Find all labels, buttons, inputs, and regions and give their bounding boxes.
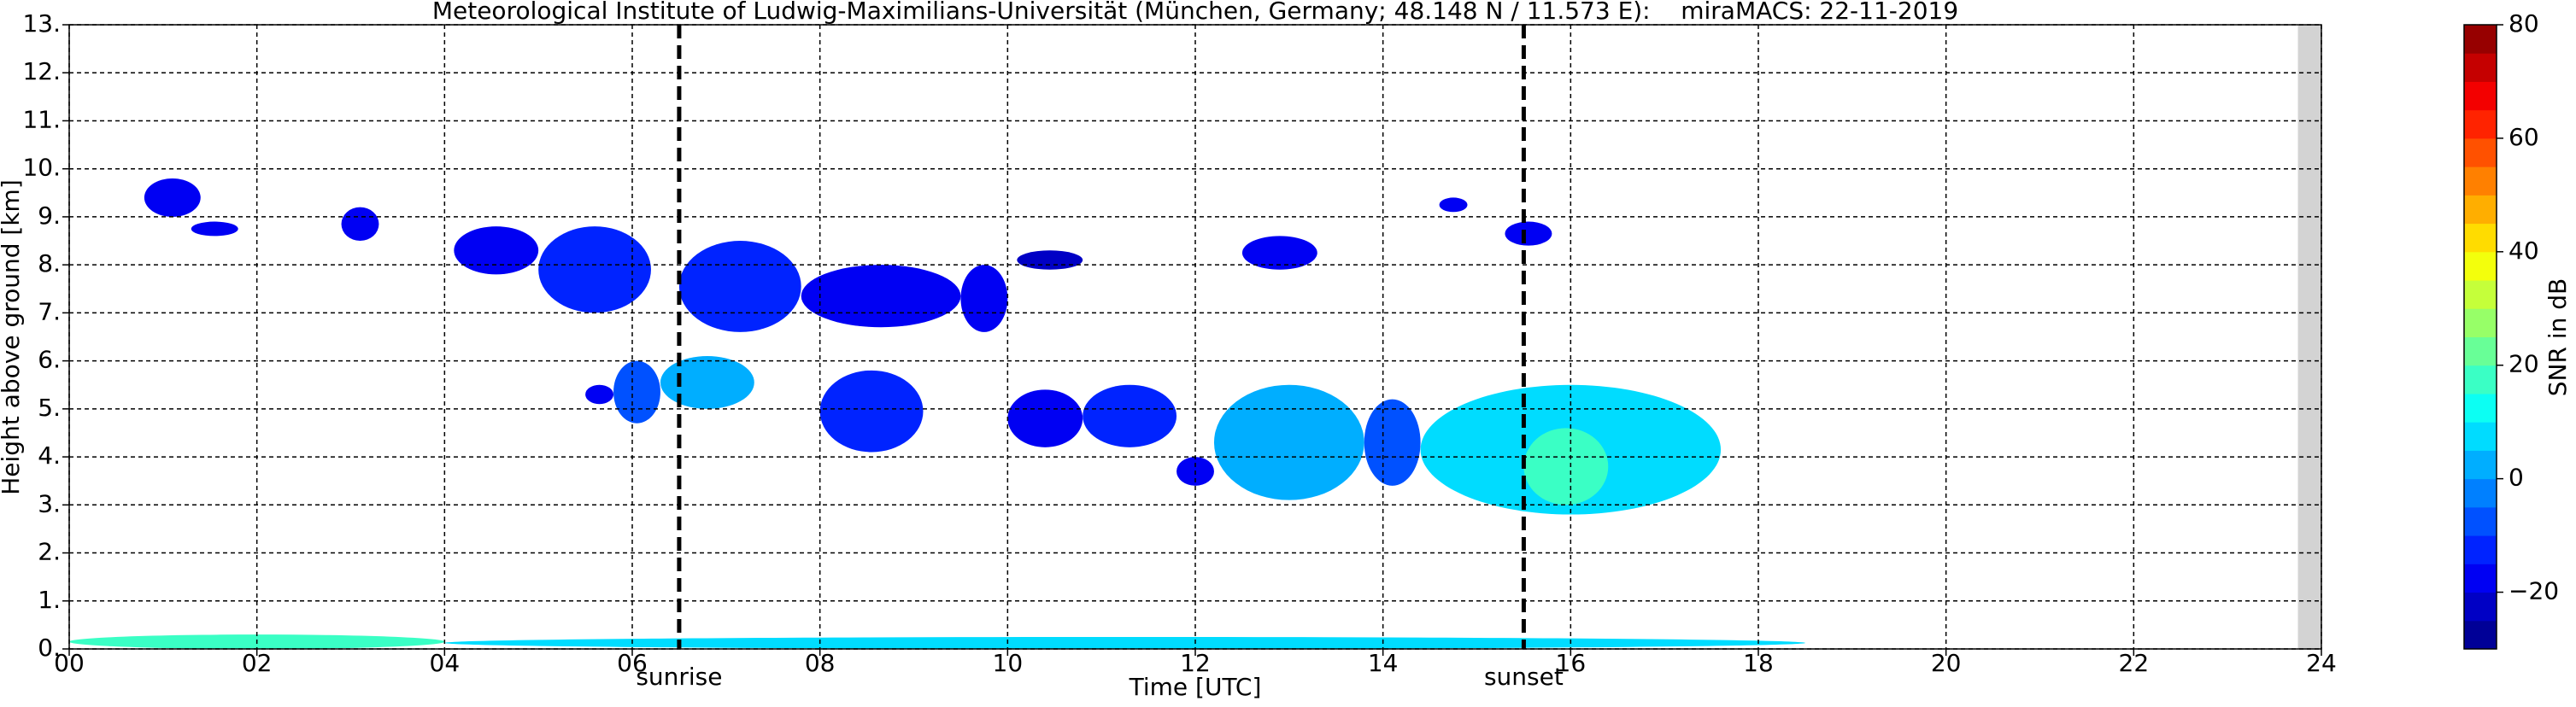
colorbar-segment <box>2464 422 2497 451</box>
x-tick-label: 06 <box>617 649 648 677</box>
echo-cell <box>1523 428 1609 505</box>
echo-cell <box>819 370 924 453</box>
y-tick-label: 6. <box>38 346 61 374</box>
echo-cell <box>1213 384 1364 500</box>
colorbar-label: SNR in dB <box>2544 278 2572 396</box>
x-tick-label: 16 <box>1556 649 1587 677</box>
x-tick-label: 10 <box>993 649 1024 677</box>
colorbar-segment <box>2464 393 2497 423</box>
y-tick-label: 8. <box>38 249 61 278</box>
echo-cell <box>144 178 201 217</box>
x-tick-label: 18 <box>1743 649 1774 677</box>
colorbar-segment <box>2464 564 2497 593</box>
echo-cell <box>1083 384 1177 447</box>
no-data-region <box>2297 25 2321 649</box>
y-tick-label: 11. <box>22 105 61 133</box>
y-tick-label: 7. <box>38 297 61 325</box>
y-tick-label: 10. <box>22 154 61 182</box>
colorbar-segment <box>2464 506 2497 536</box>
echo-cell <box>613 360 660 424</box>
echo-cell <box>1007 389 1083 447</box>
colorbar-segment <box>2464 308 2497 337</box>
x-tick-label: 24 <box>2306 649 2337 677</box>
echo-cell <box>801 265 961 328</box>
colorbar-segment <box>2464 592 2497 622</box>
colorbar-segment <box>2464 450 2497 480</box>
y-tick-label: 2. <box>38 538 61 566</box>
x-tick-label: 08 <box>805 649 836 677</box>
x-tick-label: 14 <box>1368 649 1399 677</box>
y-tick-label: 3. <box>38 489 61 517</box>
colorbar-segment <box>2464 81 2497 111</box>
x-tick-label: 02 <box>242 649 273 677</box>
colorbar-segment <box>2464 251 2497 281</box>
echo-cell <box>341 207 379 242</box>
y-tick-label: 12. <box>22 57 61 85</box>
colorbar-frame <box>2463 24 2497 650</box>
colorbar-tick-label: 20 <box>2509 350 2539 378</box>
colorbar-segment <box>2464 167 2497 196</box>
colorbar-segment <box>2464 365 2497 394</box>
echo-cell <box>585 384 614 405</box>
colorbar-tick-label: −20 <box>2509 577 2559 605</box>
colorbar-tick-label: 60 <box>2509 123 2539 151</box>
annotation-label: sunset <box>1484 663 1564 691</box>
colorbar-tick-label: 0 <box>2509 464 2524 492</box>
colorbar-segment <box>2464 280 2497 309</box>
y-tick-label: 1. <box>38 586 61 614</box>
annotation-label: sunrise <box>636 663 722 691</box>
y-tick-label: 9. <box>38 202 61 230</box>
colorbar-segment <box>2464 25 2497 54</box>
plot-frame <box>68 24 2322 650</box>
echo-cell <box>454 226 539 275</box>
x-tick-label: 12 <box>1180 649 1211 677</box>
echo-cell <box>538 226 651 313</box>
echo-cell <box>960 265 1008 332</box>
echo-cell <box>1439 197 1468 213</box>
x-tick-label: 22 <box>2119 649 2150 677</box>
echo-cell <box>191 221 238 237</box>
echo-cell <box>444 636 1805 649</box>
x-axis-label: Time [UTC] <box>1129 673 1262 701</box>
x-tick-label: 20 <box>1931 649 1962 677</box>
echo-cell <box>1017 250 1083 270</box>
colorbar-tick-label: 40 <box>2509 237 2539 265</box>
colorbar-segment <box>2464 478 2497 508</box>
y-tick-label: 0. <box>38 634 61 662</box>
colorbar-segment <box>2464 109 2497 139</box>
x-tick-label: 00 <box>54 649 85 677</box>
colorbar-tick-label: 80 <box>2509 9 2539 38</box>
echo-cell <box>1364 399 1421 486</box>
echo-cell <box>678 241 801 332</box>
y-tick-label: 4. <box>38 441 61 470</box>
colorbar-segment <box>2464 53 2497 82</box>
echo-cell <box>1505 221 1552 246</box>
colorbar-segment <box>2464 336 2497 366</box>
y-tick-label: 5. <box>38 394 61 422</box>
colorbar-segment <box>2464 195 2497 225</box>
chart-title: Meteorological Institute of Ludwig-Maxim… <box>432 0 1958 25</box>
x-tick-label: 04 <box>430 649 461 677</box>
colorbar-segment <box>2464 137 2497 167</box>
y-axis-label: Height above ground [km] <box>0 179 25 495</box>
echo-cell <box>660 355 754 409</box>
colorbar-segment <box>2464 620 2497 650</box>
colorbar-segment <box>2464 223 2497 253</box>
y-tick-label: 13. <box>22 9 61 38</box>
colorbar-segment <box>2464 535 2497 564</box>
echo-cell <box>1241 236 1317 270</box>
